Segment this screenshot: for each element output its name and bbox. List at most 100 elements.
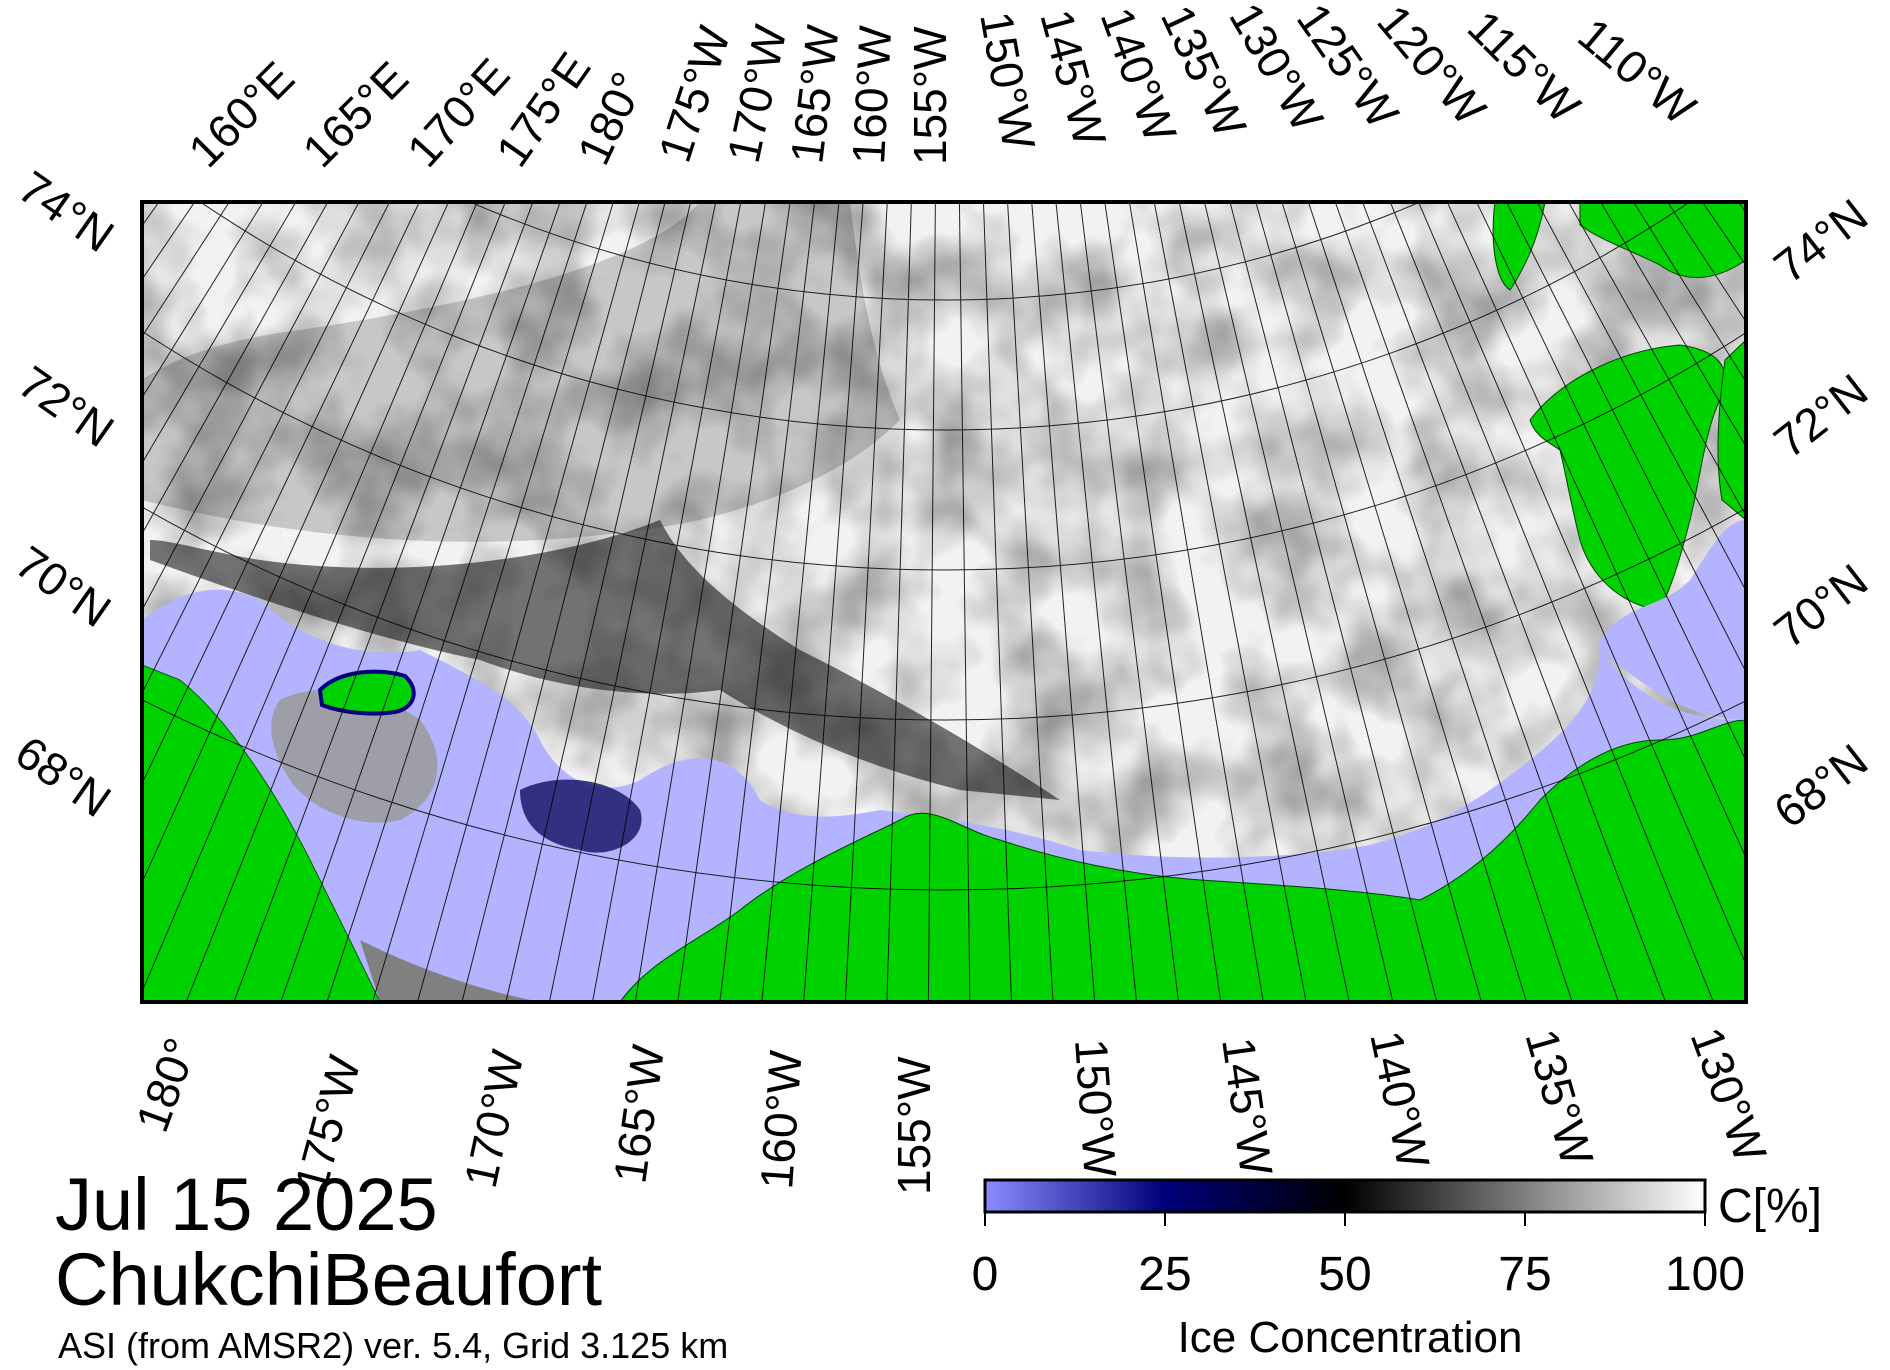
lon-label-bottom: 150°W	[1065, 1037, 1127, 1179]
meridian-line	[1417, 202, 1746, 966]
meridian-line	[761, 202, 840, 1002]
no-data-strip	[360, 940, 540, 1002]
meridian-line	[1536, 202, 1746, 592]
meridian-line	[1334, 202, 1620, 1002]
top-longitude-labels: 160°E 165°E 170°E 175°E 180° 175°W 170°W…	[178, 0, 1706, 177]
map-area	[142, 202, 1746, 1002]
meridian-line	[142, 202, 478, 994]
meridian-line	[326, 202, 588, 1002]
meridian-line	[958, 202, 971, 1002]
meridian-line	[1255, 202, 1482, 1002]
colorbar-unit: C[%]	[1718, 1180, 1822, 1233]
meridian-line	[982, 202, 1012, 1002]
meridian-line	[233, 202, 534, 1002]
meridian-line	[1567, 202, 1746, 517]
lon-label-top: 110°W	[1569, 8, 1706, 135]
title-block: Jul 15 2025 ChukchiBeaufort ASI (from AM…	[55, 1163, 728, 1366]
lon-label-top: 160°W	[842, 24, 901, 166]
lat-label-left: 74°N	[9, 161, 123, 263]
lon-label-top: 165°E	[292, 51, 418, 177]
graticule	[142, 202, 1746, 1002]
open-water-amundsen	[1600, 520, 1746, 720]
meridian-line	[1104, 202, 1222, 1002]
lat-label-right: 72°N	[1764, 364, 1877, 468]
land-wrangel-island	[317, 669, 416, 716]
lat-label-right: 74°N	[1764, 189, 1877, 293]
latitude-line	[469, 202, 1421, 301]
meridian-line	[1307, 202, 1573, 1002]
colorbar-tick-label: 25	[1138, 1248, 1191, 1301]
lon-label-bottom: 145°W	[1212, 1034, 1283, 1179]
latitude-line	[142, 506, 1746, 721]
meridian-line	[280, 202, 561, 1002]
meridian-line	[886, 202, 912, 1002]
latitude-line	[142, 330, 1746, 571]
meridian-line	[677, 202, 791, 1002]
meridian-line	[719, 202, 816, 1002]
meridian-line	[1229, 202, 1438, 1002]
map-region: ChukchiBeaufort	[55, 1238, 603, 1321]
lon-label-bottom: 165°W	[603, 1041, 674, 1186]
colorbar-tick-label: 100	[1665, 1248, 1745, 1301]
left-latitude-labels: 74°N 72°N 70°N 68°N	[6, 161, 123, 828]
ice-patch	[520, 779, 642, 853]
colorbar-title: Ice Concentration	[1178, 1313, 1523, 1362]
meridian-line	[1079, 202, 1180, 1002]
meridian-line	[1153, 202, 1307, 1002]
meridian-line	[591, 202, 742, 1002]
colorbar-tick-label: 75	[1498, 1248, 1551, 1301]
meridian-line	[142, 202, 297, 465]
meridian-line	[142, 202, 450, 884]
meridian-line	[1178, 202, 1350, 1002]
meridian-line	[1361, 202, 1667, 1002]
lon-label-bottom: 130°W	[1681, 1021, 1777, 1170]
meridian-line	[185, 202, 506, 1002]
meridian-line	[142, 202, 420, 785]
meridian-line	[505, 202, 692, 1002]
lon-label-bottom: 170°W	[454, 1045, 534, 1192]
lon-label-bottom: 160°W	[750, 1048, 812, 1190]
meridian-line	[1389, 202, 1714, 1002]
lat-label-left: 72°N	[9, 356, 123, 458]
meridian-line	[1031, 202, 1096, 1002]
meridian-line	[1203, 202, 1394, 1002]
colorbar-tick-label: 50	[1318, 1248, 1371, 1301]
colorbar-tick-label: 0	[972, 1248, 999, 1301]
lat-label-left: 68°N	[6, 726, 120, 828]
lon-label-top: 160°E	[178, 51, 304, 177]
map-date: Jul 15 2025	[55, 1163, 438, 1246]
lat-label-right: 70°N	[1764, 554, 1877, 658]
meridian-line	[1600, 202, 1746, 448]
colorbar-gradient	[983, 1178, 1707, 1214]
lon-label-bottom: 135°W	[1515, 1023, 1603, 1171]
meridian-line	[417, 202, 640, 1002]
land-alaska	[619, 719, 1746, 1002]
meridian-line	[1446, 202, 1746, 859]
lat-label-right: 68°N	[1764, 734, 1877, 838]
land-banks-island	[1529, 344, 1726, 611]
meridian-line	[1007, 202, 1054, 1002]
meridian-line	[142, 202, 360, 612]
meridian-line	[844, 202, 888, 1002]
lon-label-top: 155°W	[904, 26, 956, 165]
meridian-line	[803, 202, 864, 1002]
map-product: ASI (from AMSR2) ver. 5.4, Grid 3.125 km	[58, 1325, 728, 1366]
lat-label-left: 70°N	[6, 536, 120, 638]
lon-label-bottom: 180°	[126, 1031, 207, 1138]
meridian-line	[461, 202, 666, 1002]
meridian-line	[1281, 202, 1528, 1002]
meridian-line	[927, 202, 936, 1002]
land-victoria-island	[1717, 339, 1746, 521]
latitude-line	[200, 202, 1690, 431]
lon-label-bottom: 140°W	[1360, 1026, 1440, 1173]
colorbar: 0 25 50 75 100 C[%] Ice Concentration	[972, 1178, 1822, 1362]
meridian-line	[1475, 202, 1746, 762]
meridian-line	[1055, 202, 1138, 1002]
meridian-line	[1128, 202, 1264, 1002]
lon-label-bottom: 155°W	[888, 1056, 940, 1195]
right-latitude-labels: 74°N 72°N 70°N 68°N	[1764, 189, 1877, 838]
meridian-line	[548, 202, 717, 1002]
meridian-line	[142, 202, 391, 695]
map-frame	[140, 200, 1748, 1004]
